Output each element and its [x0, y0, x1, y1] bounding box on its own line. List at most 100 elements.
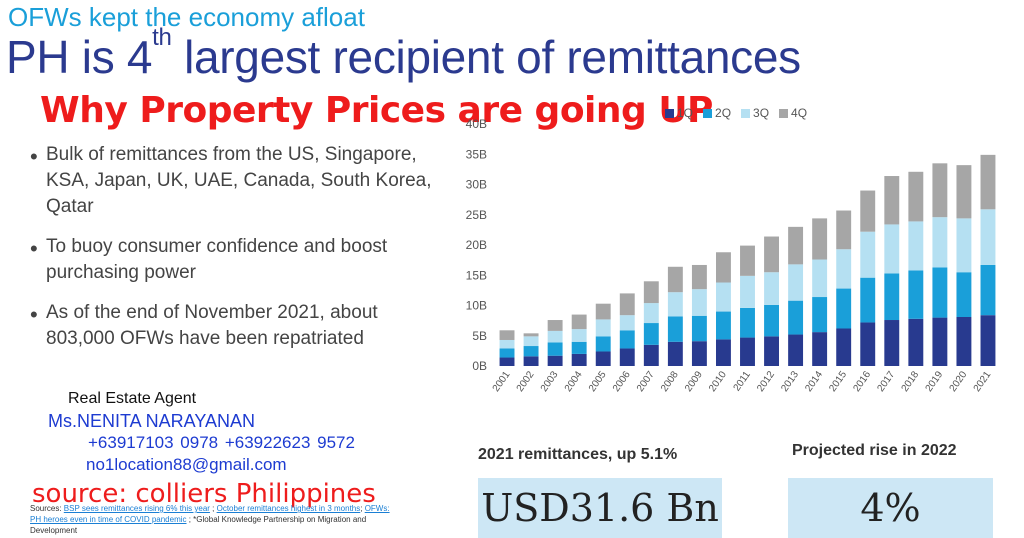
agent-email: no1location88@gmail.com: [86, 455, 287, 474]
sources-note: Sources: BSP sees remittances rising 6% …: [30, 503, 390, 536]
x-tick-label: 2010: [707, 369, 729, 394]
legend-item: 1Q: [665, 106, 693, 120]
bar-segment-3q: [715, 282, 731, 312]
bar-segment-4q: [691, 264, 707, 290]
bar-segment-4q: [860, 190, 876, 232]
bar-segment-1q: [667, 341, 683, 366]
bar-segment-2q: [595, 336, 611, 352]
bar-segment-3q: [980, 209, 996, 265]
bar-segment-2q: [764, 304, 780, 337]
legend-swatch: [779, 108, 789, 118]
x-tick-label: 2008: [659, 369, 681, 394]
x-tick-label: 2018: [900, 369, 922, 394]
source-link-1[interactable]: BSP sees remittances rising 6% this year: [63, 504, 210, 513]
bar-segment-3q: [932, 217, 948, 268]
bullet-item: Bulk of remittances from the US, Singapo…: [30, 142, 450, 220]
overlay-title: Why Property Prices are going UP: [40, 90, 713, 131]
bar-segment-3q: [740, 275, 755, 308]
bar-segment-3q: [691, 289, 707, 316]
x-tick-label: 2005: [587, 369, 609, 394]
y-tick-label: 0B: [472, 359, 487, 373]
bar-segment-1q: [884, 320, 900, 366]
sources-separator: ;: [360, 504, 365, 513]
bar-segment-3q: [619, 315, 635, 331]
bar-segment-2q: [884, 273, 900, 321]
headline-superscript: th: [152, 24, 172, 51]
legend-item: 4Q: [779, 106, 807, 120]
legend-swatch: [703, 108, 713, 118]
source-link-2[interactable]: October remittances highest in 3 months: [216, 504, 361, 513]
section-kicker: OFWs kept the economy afloat: [8, 2, 365, 32]
source-overlay: source: colliers Philippines: [32, 479, 376, 509]
y-tick-label: 10B: [466, 299, 487, 313]
x-tick-label: 2009: [683, 369, 705, 394]
bar-segment-4q: [715, 252, 731, 283]
x-tick-label: 2021: [972, 369, 994, 394]
bar-segment-3q: [860, 231, 876, 278]
bar-segment-1q: [595, 351, 611, 366]
bar-segment-2q: [908, 270, 924, 319]
sources-separator: ;: [209, 504, 217, 513]
chart-legend: 1Q 2Q 3Q 4Q: [665, 106, 807, 120]
bar-segment-2q: [860, 277, 876, 323]
y-tick-label: 40B: [466, 117, 487, 131]
bar-segment-4q: [499, 330, 515, 340]
bar-segment-3q: [523, 336, 539, 347]
source-link-3[interactable]: OFWs: PH heroes even in time of COVID pa…: [30, 504, 390, 524]
legend-item: 2Q: [703, 106, 731, 120]
bar-segment-2q: [499, 348, 515, 358]
bar-segment-4q: [643, 281, 659, 304]
bar-segment-2q: [715, 311, 731, 340]
bar-segment-1q: [547, 355, 563, 366]
bar-segment-3q: [595, 319, 611, 337]
x-tick-label: 2011: [732, 369, 754, 393]
bar-segment-4q: [980, 154, 996, 210]
x-tick-label: 2019: [924, 369, 946, 394]
bar-segment-1q: [740, 337, 755, 366]
bar-segment-2q: [932, 267, 948, 318]
bar-segment-2q: [667, 316, 683, 342]
bar-segment-3q: [547, 330, 563, 343]
bar-segment-4q: [884, 176, 900, 225]
bar-segment-3q: [956, 218, 972, 273]
bar-segment-3q: [908, 221, 924, 271]
x-tick-label: 2003: [539, 369, 561, 394]
bar-segment-1q: [908, 318, 924, 366]
page-headline: PH is 4th largest recipient of remittanc…: [6, 24, 801, 84]
bar-segment-1q: [836, 328, 852, 366]
bar-segment-3q: [836, 249, 852, 289]
bar-segment-4q: [523, 333, 539, 337]
bar-segment-1q: [691, 341, 707, 366]
bar-segment-2q: [740, 307, 755, 338]
bar-segment-4q: [812, 218, 828, 260]
bar-segment-1q: [571, 353, 587, 366]
bar-segment-2q: [619, 330, 635, 349]
bullet-item: To buoy consumer confidence and boost pu…: [30, 234, 450, 286]
bar-segment-3q: [764, 272, 780, 305]
legend-label: 4Q: [791, 106, 808, 120]
stat-projection-value: 4%: [788, 478, 993, 538]
x-tick-label: 2015: [827, 369, 849, 394]
bar-segment-4q: [619, 293, 635, 316]
bar-segment-1q: [643, 344, 659, 366]
bar-segment-4q: [667, 266, 683, 293]
bullet-list: Bulk of remittances from the US, Singapo…: [30, 142, 450, 366]
x-tick-label: 2012: [755, 369, 777, 394]
bar-segment-1q: [956, 316, 972, 366]
headline-suffix: largest recipient of remittances: [171, 31, 801, 83]
legend-item: 3Q: [741, 106, 769, 120]
bar-segment-4q: [908, 171, 924, 222]
bar-segment-3q: [884, 224, 900, 274]
bar-segment-1q: [764, 336, 780, 366]
stat-2021-value: USD31.6 Bn: [478, 478, 722, 538]
bar-segment-3q: [571, 329, 587, 342]
agent-phones: +63917103 0978 +63922623 9572: [88, 433, 355, 452]
bar-segment-2q: [547, 342, 563, 356]
bar-segment-4q: [836, 210, 852, 250]
bar-segment-1q: [860, 322, 876, 366]
x-tick-label: 2006: [611, 369, 633, 394]
bar-segment-4q: [788, 226, 804, 265]
bar-segment-4q: [547, 320, 563, 331]
stat-projection-label: Projected rise in 2022: [792, 442, 957, 459]
